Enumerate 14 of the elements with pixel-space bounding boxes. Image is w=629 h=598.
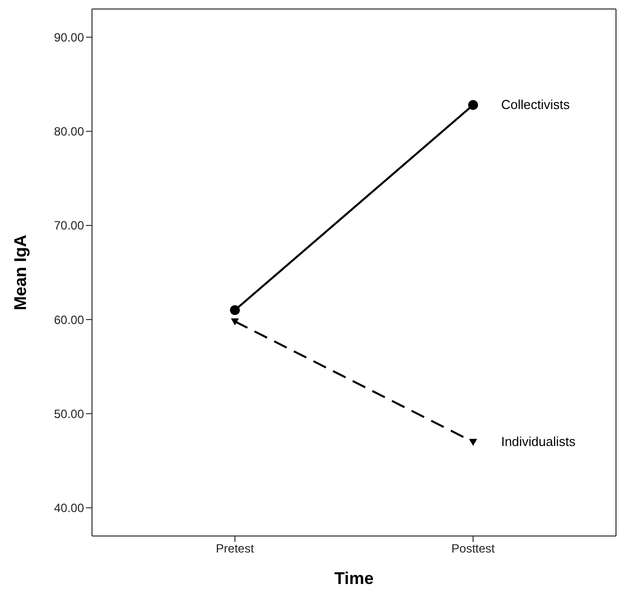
y-tick-label: 80.00 [54, 124, 84, 139]
y-tick-label: 40.00 [54, 501, 84, 516]
x-axis-title: Time [334, 569, 374, 588]
y-tick-label: 50.00 [54, 406, 84, 421]
series-label: Individualists [501, 434, 576, 449]
series-label: Collectivists [501, 96, 570, 112]
point [230, 305, 240, 316]
point [468, 100, 478, 110]
y-tick-label: 60.00 [54, 312, 84, 327]
y-tick-label: 90.00 [54, 30, 84, 44]
y-tick-label: 70.00 [54, 218, 84, 233]
x-tick-label: Posttest [451, 542, 496, 556]
x-tick-label: Pretest [216, 542, 255, 556]
y-axis-title: Mean IgA [11, 234, 30, 310]
